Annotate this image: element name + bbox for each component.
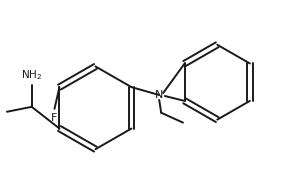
Text: N: N (155, 90, 163, 100)
Text: F: F (51, 113, 58, 123)
Text: NH$_2$: NH$_2$ (21, 68, 42, 82)
